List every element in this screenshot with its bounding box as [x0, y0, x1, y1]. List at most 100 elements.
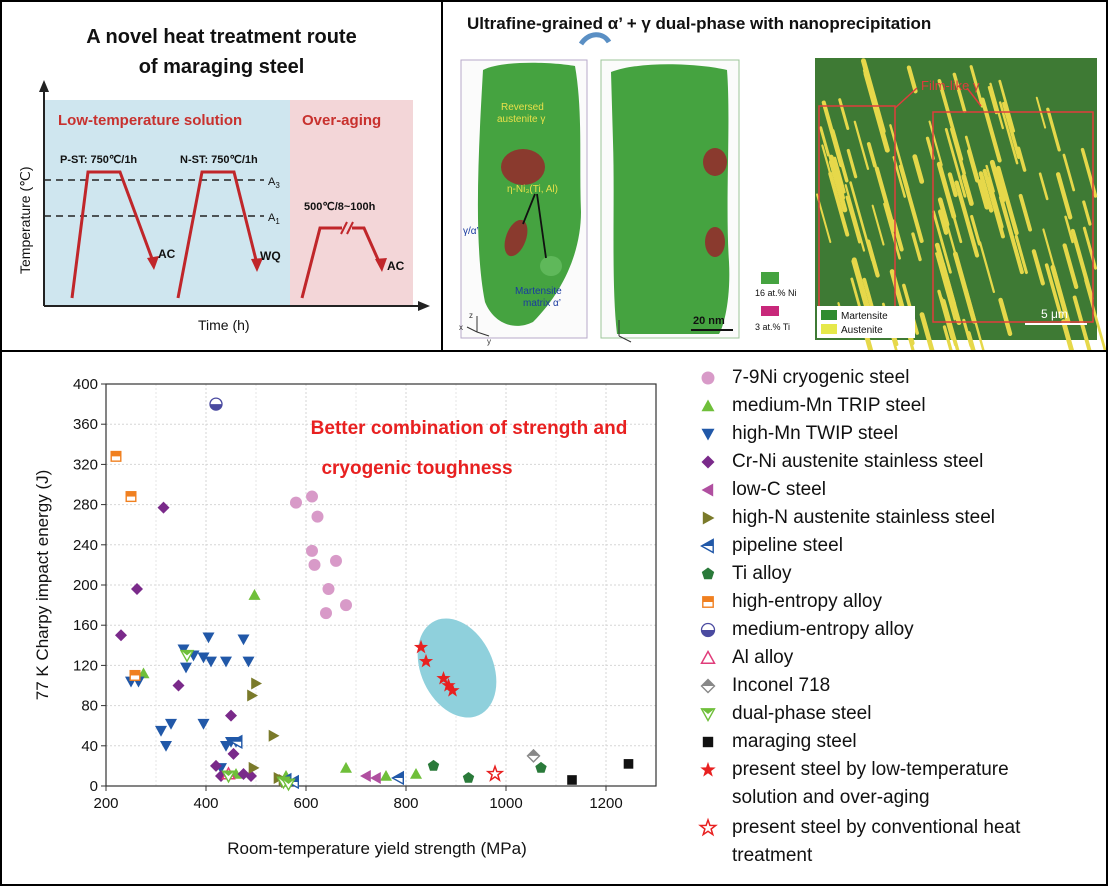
precipitate-large	[501, 149, 545, 185]
data-point	[535, 761, 547, 773]
plot-frame	[105, 383, 657, 787]
austenite-film	[970, 214, 981, 246]
data-point	[410, 767, 422, 779]
austenite-film	[1084, 279, 1106, 350]
austenite-film	[1055, 172, 1073, 220]
data-point	[427, 759, 440, 771]
austenite-film	[866, 239, 880, 278]
austenite-film	[871, 204, 885, 246]
legend-item: Ti alloy	[694, 560, 791, 588]
highlight-ellipse	[417, 618, 497, 718]
legend-label: 7-9Ni cryogenic steel	[732, 367, 910, 388]
austenite-film	[874, 166, 897, 232]
data-point	[370, 771, 381, 784]
austenite-film	[961, 174, 974, 206]
legend-item: dual-phase steel	[694, 700, 871, 728]
austenite-film	[977, 179, 990, 210]
austenite-film	[906, 65, 918, 94]
austenite-film	[932, 210, 952, 274]
data-point	[251, 677, 262, 690]
legend-marker-icon	[700, 708, 716, 722]
austenite-film	[853, 120, 870, 170]
austenite-film	[845, 195, 861, 244]
austenite-film	[1014, 234, 1028, 275]
data-point	[485, 764, 505, 782]
austenite-film	[999, 195, 1024, 275]
data-point	[248, 589, 261, 600]
y-tick-label: 0	[90, 778, 98, 795]
data-point	[290, 496, 302, 509]
axis-x-label: x	[459, 323, 463, 332]
austenite-film	[1016, 146, 1027, 172]
data-point	[160, 741, 172, 752]
scatter-chart: 0 40 80 120 160 200 240 280 320 360 400 200 400 600 80…	[33, 376, 657, 858]
panel-a-title-line2: of maraging steel	[138, 56, 305, 78]
data-point	[340, 599, 352, 612]
legend-label: present steel by low-temperature solution…	[732, 759, 1009, 808]
austenite-film	[1064, 215, 1074, 244]
chart-grid	[105, 383, 656, 787]
austenite-film	[1050, 264, 1071, 324]
chart-legend: 7-9Ni cryogenic steel medium-Mn TRIP stee…	[694, 364, 1104, 884]
legend-item: present steel by low-temperature solution…	[694, 756, 1009, 808]
legend-marker-icon	[700, 678, 716, 694]
data-point	[248, 761, 260, 774]
break-mark-2	[346, 221, 354, 235]
legend-item: medium-Mn TRIP steel	[694, 392, 926, 420]
austenite-gamma-label: austenite γ	[497, 114, 545, 125]
y-tick-label: 320	[73, 456, 98, 473]
austenite-film	[952, 72, 967, 113]
axes-x-icon	[466, 326, 478, 333]
data-point	[360, 769, 371, 782]
data-point	[311, 510, 324, 523]
data-point	[157, 501, 170, 514]
pst-curve	[70, 170, 156, 299]
pst-arrow-icon	[147, 256, 159, 270]
martensite-matrix-label-1: Martensite	[515, 286, 562, 297]
data-point	[340, 761, 352, 773]
legend-item: Inconel 718	[694, 672, 830, 700]
data-point	[242, 656, 255, 668]
data-point	[330, 554, 342, 567]
panel-a-ylabel: Temperature (℃)	[17, 166, 33, 274]
austenite-film	[846, 148, 858, 179]
legend-marker-icon	[701, 455, 715, 469]
austenite-film	[978, 171, 994, 213]
austenite-film	[969, 65, 984, 108]
y-tick-label: 40	[81, 738, 98, 755]
austenite-film	[942, 211, 966, 288]
axes-x-icon-2	[618, 335, 632, 343]
data-point	[623, 759, 634, 769]
austenite-film	[934, 242, 962, 326]
legend-item: Cr-Ni austenite stainless steel	[694, 448, 983, 476]
data-point	[221, 770, 236, 784]
data-point	[229, 734, 243, 749]
heat-treatment-diagram: Low-temperature solution Over-aging P-ST…	[17, 80, 430, 333]
austenite-film	[987, 85, 998, 115]
data-point	[418, 653, 434, 668]
axes-y-icon	[476, 331, 490, 337]
austenite-film	[998, 79, 1016, 133]
legend-label: Al alloy	[732, 647, 794, 668]
ebsd-box-2	[932, 111, 1094, 323]
heat-treatment-panel: A novel heat treatment route of maraging…	[0, 0, 443, 352]
austenite-film	[838, 98, 850, 131]
scale-20nm-label: 20 nm	[693, 315, 725, 327]
zone-low-label: Low-temperature solution	[58, 112, 242, 129]
legend-item: low-C steel	[694, 476, 826, 504]
x-tick-label: 400	[193, 795, 218, 812]
data-point	[567, 775, 577, 785]
austenite-film	[942, 325, 953, 350]
austenite-film	[978, 241, 996, 294]
precipitate-side-1	[703, 148, 727, 176]
panel-a-title: A novel heat treatment route of maraging…	[2, 22, 441, 82]
data-point	[180, 662, 192, 674]
austenite-film	[980, 97, 1002, 163]
austenite-film	[962, 318, 973, 348]
austenite-film	[998, 297, 1013, 337]
rotate-arrow-icon	[578, 32, 612, 46]
data-point	[436, 671, 451, 685]
strength-toughness-panel: 0 40 80 120 160 200 240 280 320 360 400 200 400 600 80…	[0, 350, 1108, 886]
austenite-film	[866, 142, 877, 168]
austenite-film	[1062, 243, 1079, 290]
